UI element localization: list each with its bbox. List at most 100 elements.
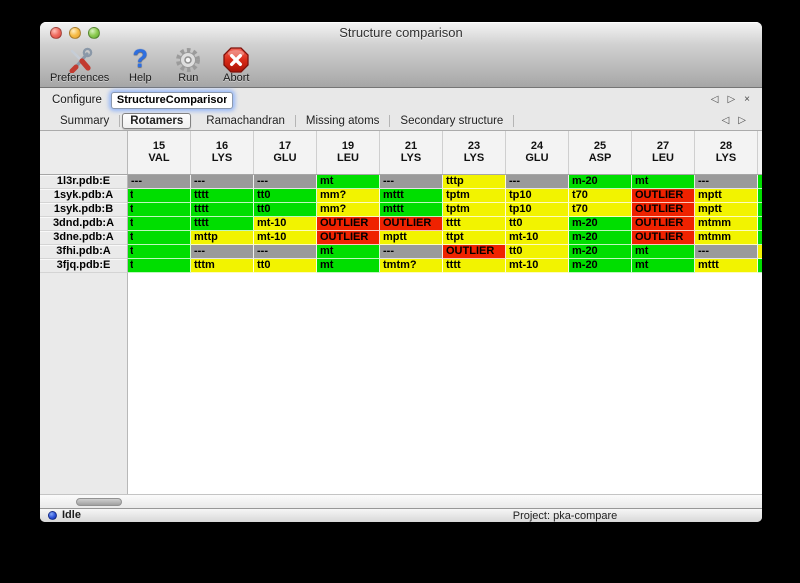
rotamer-cell[interactable]: --- <box>191 175 254 189</box>
rotamer-cell[interactable]: mt <box>317 245 380 259</box>
tab-missing-atoms[interactable]: Missing atoms <box>296 115 391 127</box>
rotamer-cell[interactable]: mt-10 <box>506 231 569 245</box>
rotamer-cell[interactable]: OUTLIER <box>632 189 695 203</box>
rotamer-cell[interactable]: mttt <box>380 189 443 203</box>
minimize-button[interactable] <box>69 27 81 39</box>
rotamer-cell[interactable]: t70 <box>569 189 632 203</box>
rotamer-cell[interactable]: OUTLIER <box>380 217 443 231</box>
rotamer-cell[interactable]: mt-10 <box>254 231 317 245</box>
rotamer-cell[interactable]: mptt <box>695 203 758 217</box>
rotamer-cell-partial[interactable] <box>758 231 762 245</box>
column-header[interactable]: 15 VAL <box>128 131 191 174</box>
rotamer-cell[interactable]: --- <box>128 175 191 189</box>
rotamer-cell[interactable]: m-20 <box>569 245 632 259</box>
rotamer-cell[interactable]: --- <box>191 245 254 259</box>
rotamer-cell[interactable]: mtmm <box>695 217 758 231</box>
rotamer-cell[interactable]: mm? <box>317 189 380 203</box>
rotamer-cell[interactable]: t <box>128 217 191 231</box>
rotamer-cell[interactable]: mttp <box>191 231 254 245</box>
rotamer-cell[interactable]: tptm <box>443 203 506 217</box>
column-header[interactable]: 17 GLU <box>254 131 317 174</box>
column-header[interactable]: 25 ASP <box>569 131 632 174</box>
rotamer-cell-partial[interactable] <box>758 217 762 231</box>
horizontal-scrollbar[interactable] <box>40 494 762 508</box>
rotamer-cell[interactable]: mtmm <box>695 231 758 245</box>
configure-name-input[interactable] <box>110 91 233 109</box>
rotamer-cell[interactable]: --- <box>254 175 317 189</box>
rotamer-cell[interactable]: tttt <box>191 217 254 231</box>
rotamer-cell[interactable]: --- <box>695 175 758 189</box>
tab-secondary-structure[interactable]: Secondary structure <box>390 115 515 127</box>
close-button[interactable] <box>50 27 62 39</box>
rotamer-cell[interactable]: t70 <box>569 203 632 217</box>
rotamer-cell-partial[interactable] <box>758 245 762 259</box>
rotamer-cell[interactable]: tt0 <box>254 189 317 203</box>
rotamer-cell[interactable]: t <box>128 231 191 245</box>
tab-summary[interactable]: Summary <box>50 115 121 127</box>
row-label[interactable]: 3dne.pdb:A <box>40 231 128 245</box>
column-header[interactable]: 16 LYS <box>191 131 254 174</box>
rotamer-cell-partial[interactable] <box>758 259 762 273</box>
rotamer-cell[interactable]: tt0 <box>506 245 569 259</box>
column-header[interactable]: 21 LYS <box>380 131 443 174</box>
prev-arrow-icon[interactable]: ◁ <box>721 115 730 126</box>
rotamer-cell[interactable]: OUTLIER <box>632 217 695 231</box>
rotamer-cell[interactable]: m-20 <box>569 259 632 273</box>
rotamer-cell[interactable]: OUTLIER <box>632 231 695 245</box>
rotamer-cell[interactable]: OUTLIER <box>317 231 380 245</box>
rotamer-cell[interactable]: mt <box>632 175 695 189</box>
rotamer-cell[interactable]: --- <box>506 175 569 189</box>
tab-rotamers[interactable]: Rotamers <box>122 113 192 129</box>
rotamer-cell[interactable]: t <box>128 203 191 217</box>
rotamer-cell[interactable]: OUTLIER <box>443 245 506 259</box>
rotamer-cell[interactable]: mt <box>632 245 695 259</box>
rotamer-cell[interactable]: t <box>128 245 191 259</box>
rotamer-cell[interactable]: tt0 <box>506 217 569 231</box>
rotamer-cell[interactable]: t <box>128 189 191 203</box>
preferences-button[interactable]: Preferences <box>50 46 109 84</box>
rotamer-cell[interactable]: mt-10 <box>254 217 317 231</box>
rotamer-cell[interactable]: --- <box>380 175 443 189</box>
rotamer-cell[interactable]: m-20 <box>569 217 632 231</box>
tab-ramachandran[interactable]: Ramachandran <box>196 115 296 127</box>
run-button[interactable]: Run <box>171 46 205 84</box>
row-label[interactable]: 3fjq.pdb:E <box>40 259 128 273</box>
column-header[interactable]: 23 LYS <box>443 131 506 174</box>
row-label[interactable]: 3fhi.pdb:A <box>40 245 128 259</box>
rotamer-cell-partial[interactable] <box>758 175 762 189</box>
rotamer-cell[interactable]: tt0 <box>254 259 317 273</box>
rotamer-cell[interactable]: tttm <box>191 259 254 273</box>
rotamer-cell[interactable]: OUTLIER <box>632 203 695 217</box>
rotamer-cell[interactable]: mt <box>317 175 380 189</box>
title-bar[interactable]: Structure comparison <box>40 22 762 44</box>
next-arrow-icon[interactable]: ▷ <box>727 94 736 105</box>
rotamer-cell[interactable]: mptt <box>380 231 443 245</box>
rotamer-cell[interactable]: tttp <box>443 175 506 189</box>
help-button[interactable]: ? Help <box>123 46 157 84</box>
zoom-button[interactable] <box>88 27 100 39</box>
column-header[interactable]: 28 LYS <box>695 131 758 174</box>
column-header[interactable]: 19 LEU <box>317 131 380 174</box>
row-label[interactable]: 1syk.pdb:A <box>40 189 128 203</box>
rotamer-cell[interactable]: mptt <box>695 189 758 203</box>
rotamer-cell[interactable]: m-20 <box>569 231 632 245</box>
column-header[interactable]: 27 LEU <box>632 131 695 174</box>
rotamer-cell[interactable]: --- <box>380 245 443 259</box>
rotamer-cell[interactable]: m-20 <box>569 175 632 189</box>
prev-arrow-icon[interactable]: ◁ <box>710 94 719 105</box>
rotamer-cell[interactable]: mt-10 <box>506 259 569 273</box>
rotamer-cell[interactable]: mttt <box>695 259 758 273</box>
rotamer-cell[interactable]: ttpt <box>443 231 506 245</box>
rotamer-cell[interactable]: tttt <box>443 259 506 273</box>
rotamer-cell[interactable]: mttt <box>380 203 443 217</box>
row-label[interactable]: 3dnd.pdb:A <box>40 217 128 231</box>
column-header[interactable]: 24 GLU <box>506 131 569 174</box>
row-label[interactable]: 1syk.pdb:B <box>40 203 128 217</box>
abort-button[interactable]: Abort <box>219 46 253 84</box>
rotamer-cell[interactable]: t <box>128 259 191 273</box>
rotamer-cell[interactable]: tttt <box>443 217 506 231</box>
rotamer-cell[interactable]: tt0 <box>254 203 317 217</box>
rotamer-cell[interactable]: mt <box>632 259 695 273</box>
rotamer-cell-partial[interactable] <box>758 203 762 217</box>
scrollbar-thumb[interactable] <box>76 498 122 506</box>
